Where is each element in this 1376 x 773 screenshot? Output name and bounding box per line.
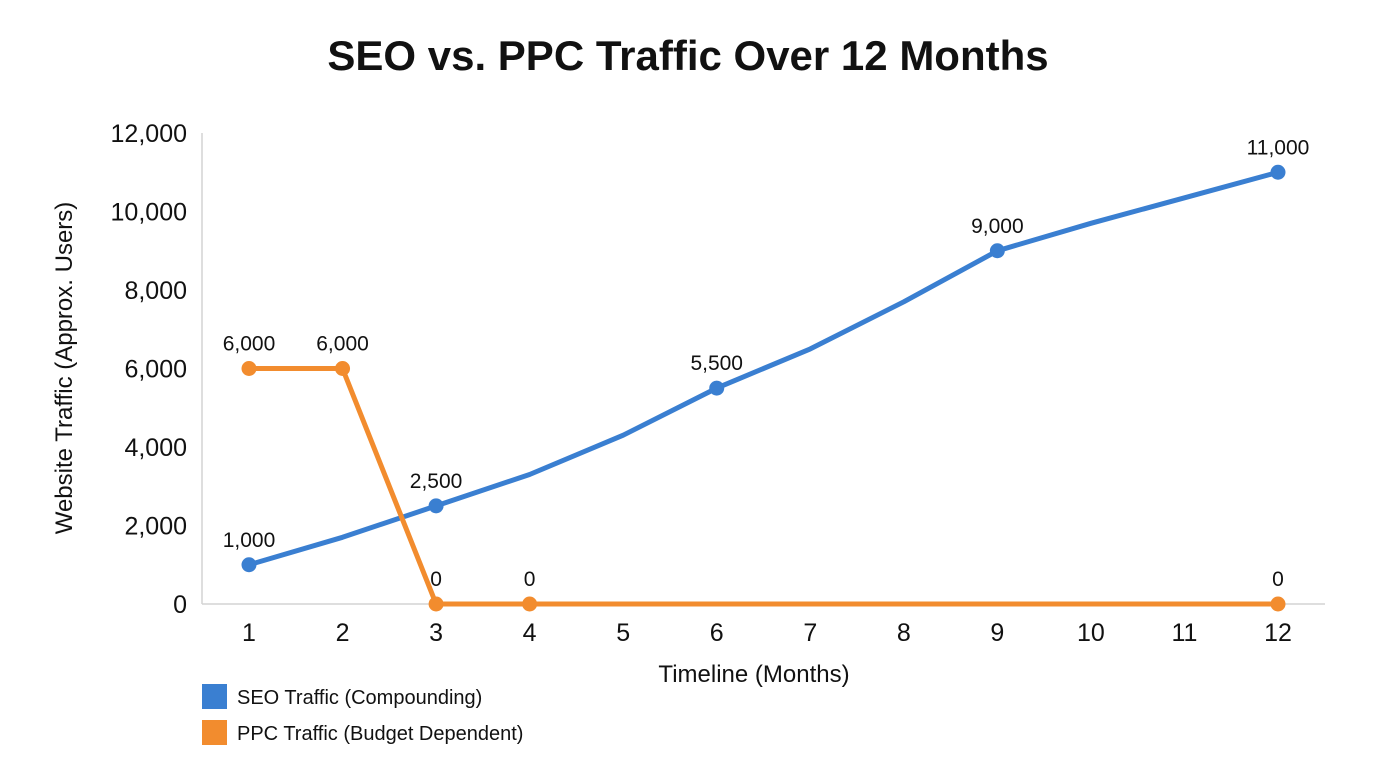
x-tick-label: 9 <box>990 619 1004 647</box>
ppc-data-point <box>428 596 444 612</box>
y-tick-label: 0 <box>173 591 187 619</box>
data-labels: 1,000 2,500 5,500 9,000 11,000 6,000 6,000 0 0 0 <box>223 136 1310 591</box>
seo-data-point <box>989 243 1005 259</box>
seo-series-line <box>246 169 1281 568</box>
x-tick-label: 5 <box>616 619 630 647</box>
y-tick-label: 6,000 <box>124 356 187 384</box>
chart-title: SEO vs. PPC Traffic Over 12 Months <box>327 32 1048 79</box>
ppc-data-label: 0 <box>524 568 536 591</box>
seo-data-label: 5,500 <box>690 352 743 375</box>
x-tick-label: 12 <box>1264 619 1292 647</box>
x-tick-label: 6 <box>710 619 724 647</box>
seo-data-point <box>428 498 444 514</box>
seo-data-point <box>709 380 725 396</box>
seo-data-label: 9,000 <box>971 215 1024 238</box>
y-tick-label: 2,000 <box>124 513 187 541</box>
ppc-legend-label: PPC Traffic (Budget Dependent) <box>237 723 523 745</box>
x-tick-label: 11 <box>1171 619 1197 647</box>
x-tick-label: 3 <box>429 619 443 647</box>
seo-legend-swatch <box>202 684 227 709</box>
seo-data-point <box>1270 164 1286 180</box>
y-tick-label: 12,000 <box>111 120 187 148</box>
y-tick-label: 8,000 <box>124 277 187 305</box>
seo-data-point <box>241 557 257 573</box>
x-tick-label: 4 <box>523 619 537 647</box>
x-tick-label: 7 <box>803 619 817 647</box>
ppc-data-label: 6,000 <box>223 333 276 356</box>
x-tick-label: 8 <box>897 619 911 647</box>
ppc-data-label: 0 <box>1272 568 1284 591</box>
ppc-data-point <box>1270 596 1286 612</box>
y-axis-title: Website Traffic (Approx. Users) <box>51 202 78 535</box>
ppc-data-label: 0 <box>430 568 442 591</box>
ppc-series-line <box>246 366 1281 607</box>
seo-legend-label: SEO Traffic (Compounding) <box>237 687 482 709</box>
ppc-legend-swatch <box>202 720 227 745</box>
ppc-data-point <box>335 361 351 376</box>
seo-data-label: 11,000 <box>1247 136 1310 159</box>
ppc-data-point <box>522 596 538 612</box>
x-tick-label: 2 <box>336 619 350 647</box>
legend: SEO Traffic (Compounding) PPC Traffic (Bu… <box>202 684 523 745</box>
ppc-data-point <box>241 361 257 376</box>
y-tick-label: 4,000 <box>124 434 187 462</box>
y-tick-label: 10,000 <box>111 199 187 227</box>
x-tick-label: 10 <box>1077 619 1105 647</box>
x-axis-title: Timeline (Months) <box>658 661 849 688</box>
ppc-data-label: 6,000 <box>316 333 369 356</box>
x-tick-label: 1 <box>242 619 256 647</box>
seo-data-label: 1,000 <box>223 529 276 552</box>
series-layer <box>241 164 1286 612</box>
seo-data-label: 2,500 <box>410 470 463 493</box>
